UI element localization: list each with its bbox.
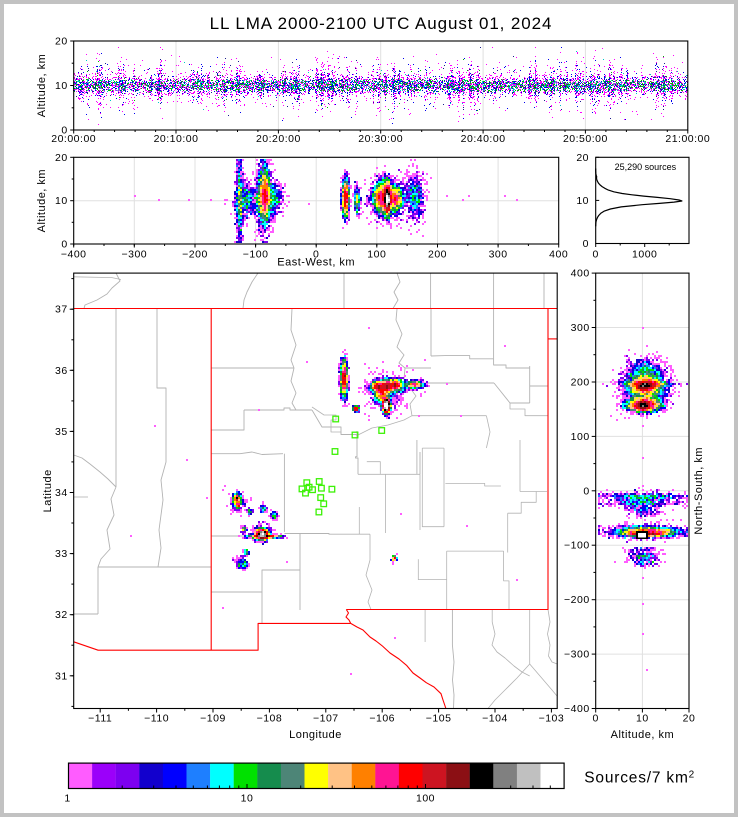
svg-text:1000: 1000 [632, 249, 657, 261]
svg-text:−110: −110 [144, 713, 169, 725]
svg-text:32: 32 [55, 609, 68, 621]
svg-text:0: 0 [313, 249, 319, 261]
svg-text:1: 1 [64, 793, 70, 805]
svg-text:20: 20 [683, 713, 696, 725]
svg-text:−109: −109 [200, 713, 226, 725]
svg-text:10: 10 [55, 80, 68, 92]
svg-text:0: 0 [61, 125, 67, 137]
svg-text:−300: −300 [564, 649, 590, 661]
svg-text:0: 0 [593, 249, 599, 261]
svg-text:Sources/7 km2: Sources/7 km2 [584, 770, 695, 787]
svg-text:Latitude: Latitude [42, 469, 54, 512]
svg-text:100: 100 [416, 793, 435, 805]
svg-text:25,290 sources: 25,290 sources [615, 162, 677, 172]
svg-text:0: 0 [583, 485, 589, 497]
svg-text:−108: −108 [257, 713, 283, 725]
svg-text:20:20:00: 20:20:00 [256, 133, 301, 145]
svg-text:−400: −400 [61, 249, 87, 261]
svg-text:20:30:00: 20:30:00 [358, 133, 403, 145]
svg-text:400: 400 [549, 249, 568, 261]
svg-text:34: 34 [55, 487, 68, 499]
svg-text:−200: −200 [182, 249, 208, 261]
svg-text:−107: −107 [313, 713, 339, 725]
svg-text:20:10:00: 20:10:00 [154, 133, 199, 145]
svg-text:East-West, km: East-West, km [277, 257, 355, 269]
svg-text:−100: −100 [564, 540, 590, 552]
svg-text:−400: −400 [564, 703, 590, 715]
svg-text:−105: −105 [426, 713, 452, 725]
svg-text:300: 300 [571, 322, 590, 334]
svg-text:21:00:00: 21:00:00 [665, 133, 710, 145]
svg-text:31: 31 [55, 670, 68, 682]
svg-text:20: 20 [55, 152, 68, 164]
svg-text:−104: −104 [482, 713, 508, 725]
svg-text:100: 100 [367, 249, 386, 261]
svg-text:37: 37 [55, 304, 68, 316]
svg-text:−111: −111 [88, 713, 112, 725]
svg-text:North-South, km: North-South, km [693, 447, 705, 535]
svg-text:20:00:00: 20:00:00 [51, 133, 96, 145]
svg-text:100: 100 [571, 431, 590, 443]
svg-text:10: 10 [55, 195, 68, 207]
svg-text:36: 36 [55, 365, 68, 377]
svg-text:−106: −106 [369, 713, 395, 725]
svg-text:10: 10 [241, 793, 254, 805]
svg-text:20: 20 [576, 152, 589, 164]
svg-text:200: 200 [571, 377, 590, 389]
svg-text:Altitude, km: Altitude, km [36, 169, 48, 232]
svg-text:−300: −300 [121, 249, 147, 261]
svg-text:−103: −103 [539, 713, 565, 725]
svg-text:20:40:00: 20:40:00 [461, 133, 506, 145]
svg-text:0: 0 [583, 238, 589, 250]
svg-text:10: 10 [576, 195, 589, 207]
svg-text:0: 0 [61, 239, 67, 251]
svg-text:20: 20 [55, 36, 68, 48]
svg-text:0: 0 [593, 713, 599, 725]
svg-text:20:50:00: 20:50:00 [563, 133, 608, 145]
svg-text:Altitude, km: Altitude, km [611, 729, 674, 741]
svg-text:10: 10 [636, 713, 649, 725]
svg-text:33: 33 [55, 548, 68, 560]
svg-text:400: 400 [571, 268, 590, 280]
svg-text:200: 200 [428, 249, 447, 261]
svg-text:Longitude: Longitude [289, 729, 342, 741]
svg-text:LL LMA 2000-2100 UTC August 01: LL LMA 2000-2100 UTC August 01, 2024 [210, 14, 553, 33]
svg-text:35: 35 [55, 426, 68, 438]
svg-text:300: 300 [489, 249, 508, 261]
svg-text:−100: −100 [243, 249, 269, 261]
svg-text:Altitude, km: Altitude, km [36, 54, 48, 117]
svg-text:−200: −200 [564, 594, 590, 606]
